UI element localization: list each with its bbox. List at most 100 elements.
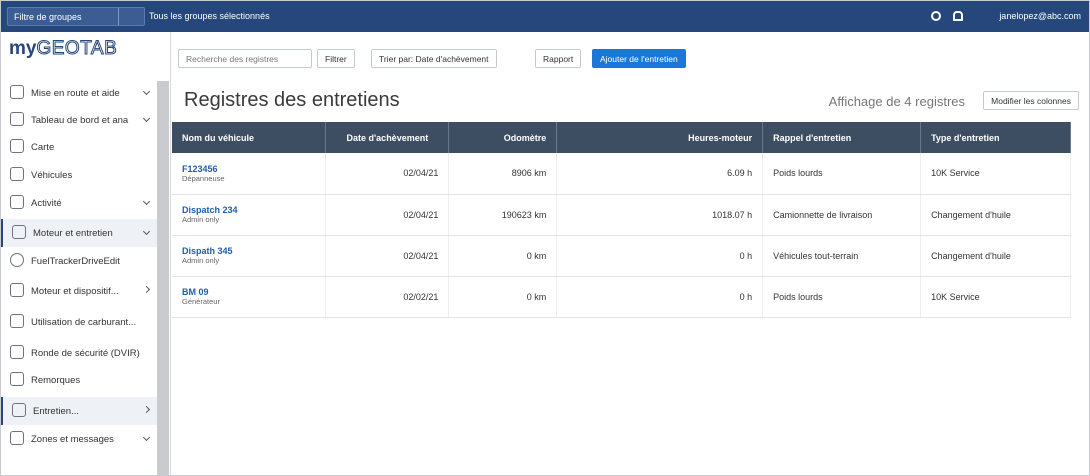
add-button[interactable]: Ajouter de l'entretien: [592, 49, 686, 68]
filter-button[interactable]: Filtrer: [317, 49, 355, 68]
type-cell: Changement d'huile: [920, 235, 1071, 277]
nav-icon: [10, 345, 24, 359]
nav-item[interactable]: Carte: [1, 133, 157, 161]
header-row: Nom du véhicule Date d'achèvement Odomètre…: [172, 122, 1071, 153]
vehicle-name[interactable]: Dispatch 234: [182, 205, 238, 215]
column-header[interactable]: Nom du véhicule: [172, 122, 327, 153]
vehicle-subtitle: Admin only: [182, 256, 220, 265]
vehicle-cell: BM 09 Générateur: [172, 276, 327, 318]
column-header[interactable]: Type d'entretien: [920, 122, 1071, 153]
main-content: Recherche des registres Filtrer Trier pa…: [172, 32, 1089, 475]
notifications-icon[interactable]: [953, 11, 963, 21]
nav-item[interactable]: Remorques: [1, 366, 157, 394]
user-menu[interactable]: janelopez@abc.com: [999, 11, 1081, 21]
nav-item[interactable]: Activité: [1, 189, 157, 217]
logo[interactable]: myGEOTAB: [9, 38, 117, 60]
vehicle-cell: Dispatch 234 Admin only: [172, 194, 327, 236]
chevron: [142, 197, 151, 206]
table-body: F123456 Dépanneuse 02/04/21 8906 km 6.09 h Po…: [172, 153, 1071, 318]
nav-item[interactable]: Mise en route et aide: [1, 79, 157, 107]
type-cell: 10K Service: [920, 153, 1071, 195]
scrollbar[interactable]: [157, 81, 169, 475]
nav-label: Activité: [31, 198, 62, 209]
type-cell: Changement d'huile: [920, 194, 1071, 236]
nav-icon: [10, 253, 24, 267]
logo-prefix: my: [9, 38, 37, 59]
chevron: [142, 114, 151, 123]
date-cell: 02/04/21: [325, 235, 450, 277]
nav-icon: [10, 372, 24, 386]
hours-cell: 0 h: [556, 276, 764, 318]
column-header[interactable]: Rappel d'entretien: [762, 122, 922, 153]
reminder-cell: Poids lourds: [762, 276, 922, 318]
column-header[interactable]: Odomètre: [448, 122, 558, 153]
nav-icon: [10, 195, 24, 209]
group-filter-label: Filtre de groupes: [14, 12, 82, 22]
dropdown-toggle[interactable]: [118, 8, 144, 25]
nav-item[interactable]: Entretien...: [1, 397, 157, 425]
hours-cell: 1018.07 h: [556, 194, 764, 236]
nav-label: Moteur et entretien: [33, 228, 113, 239]
vehicle-cell: Dispath 345 Admin only: [172, 235, 327, 277]
nav-item[interactable]: Utilisation de carburant...: [1, 308, 157, 336]
chevron: [142, 405, 151, 414]
nav-item[interactable]: Moteur et dispositif...: [1, 277, 157, 305]
nav-item[interactable]: Véhicules: [1, 161, 157, 189]
search-box[interactable]: Recherche des registres: [178, 49, 312, 68]
date-cell: 02/02/21: [325, 276, 450, 318]
nav-icon: [10, 85, 24, 99]
sidebar: myGEOTAB Mise en route et aide Tableau de…: [1, 32, 171, 475]
page-title: Registres des entretiens: [184, 89, 400, 111]
nav-label: Tableau de bord et ana: [31, 115, 129, 126]
vehicle-subtitle: Générateur: [182, 297, 220, 306]
table-row: Dispath 345 Admin only 02/04/21 0 km 0 h Véhi…: [172, 235, 1071, 277]
nav-item[interactable]: Zones et messages: [1, 425, 157, 453]
vehicle-subtitle: Dépanneuse: [182, 173, 225, 183]
logo-name: GEOTAB: [36, 38, 118, 60]
record-count: Affichage de 4 registres: [828, 94, 965, 109]
column-header[interactable]: Date d'achèvement: [325, 122, 450, 153]
table-row: BM 09 Générateur 02/02/21 0 km 0 h Poids lour…: [172, 276, 1071, 318]
sort-button[interactable]: Trier par: Date d'achèvement: [371, 49, 497, 68]
nav-label: FuelTrackerDriveEdit: [31, 256, 120, 267]
vehicle-name[interactable]: F123456: [182, 163, 218, 174]
nav-label: Moteur et dispositif...: [31, 286, 119, 297]
nav-label: Entretien...: [33, 406, 79, 417]
column-header[interactable]: Heures-moteur: [556, 122, 764, 153]
table-row: Dispatch 234 Admin only 02/04/21 190623 km 1…: [172, 194, 1071, 236]
nav-item[interactable]: FuelTrackerDriveEdit: [1, 247, 157, 275]
odometer-cell: 0 km: [448, 235, 558, 277]
columns-button[interactable]: Modifier les colonnes: [983, 91, 1079, 110]
nav-icon: [10, 283, 24, 297]
nav-icon: [12, 225, 26, 239]
nav-icon: [12, 403, 26, 417]
group-filter[interactable]: Filtre de groupes: [7, 7, 145, 26]
hours-cell: 6.09 h: [556, 153, 764, 195]
reminder-cell: Véhicules tout-terrain: [762, 235, 922, 277]
nav-item[interactable]: Tableau de bord et ana: [1, 106, 157, 134]
vehicle-subtitle: Admin only: [182, 215, 220, 224]
nav-icon: [10, 314, 24, 328]
nav-item[interactable]: Ronde de sécurité (DVIR): [1, 339, 157, 367]
chevron: [142, 285, 151, 294]
reminder-cell: Poids lourds: [762, 153, 922, 195]
reminder-cell: Camionnette de livraison: [762, 194, 922, 236]
help-icon[interactable]: [931, 11, 941, 21]
chevron: [142, 87, 151, 96]
nav-label: Utilisation de carburant...: [31, 317, 137, 328]
report-button[interactable]: Rapport: [535, 49, 582, 68]
vehicle-name[interactable]: Dispath 345: [182, 246, 233, 256]
vehicle-cell: F123456 Dépanneuse: [172, 153, 327, 195]
nav-label: Remorques: [31, 375, 81, 386]
nav-icon: [10, 431, 24, 445]
nav-item[interactable]: Moteur et entretien: [1, 219, 157, 247]
nav-label: Véhicules: [31, 170, 73, 181]
nav-label: Zones et messages: [31, 434, 114, 445]
vehicle-name[interactable]: BM 09: [182, 287, 209, 297]
nav-icon: [10, 139, 24, 153]
nav-icon: [10, 167, 24, 181]
nav-label: Carte: [31, 142, 55, 153]
date-cell: 02/04/21: [325, 153, 450, 195]
sort-value: Date d'achèvement: [415, 54, 489, 64]
